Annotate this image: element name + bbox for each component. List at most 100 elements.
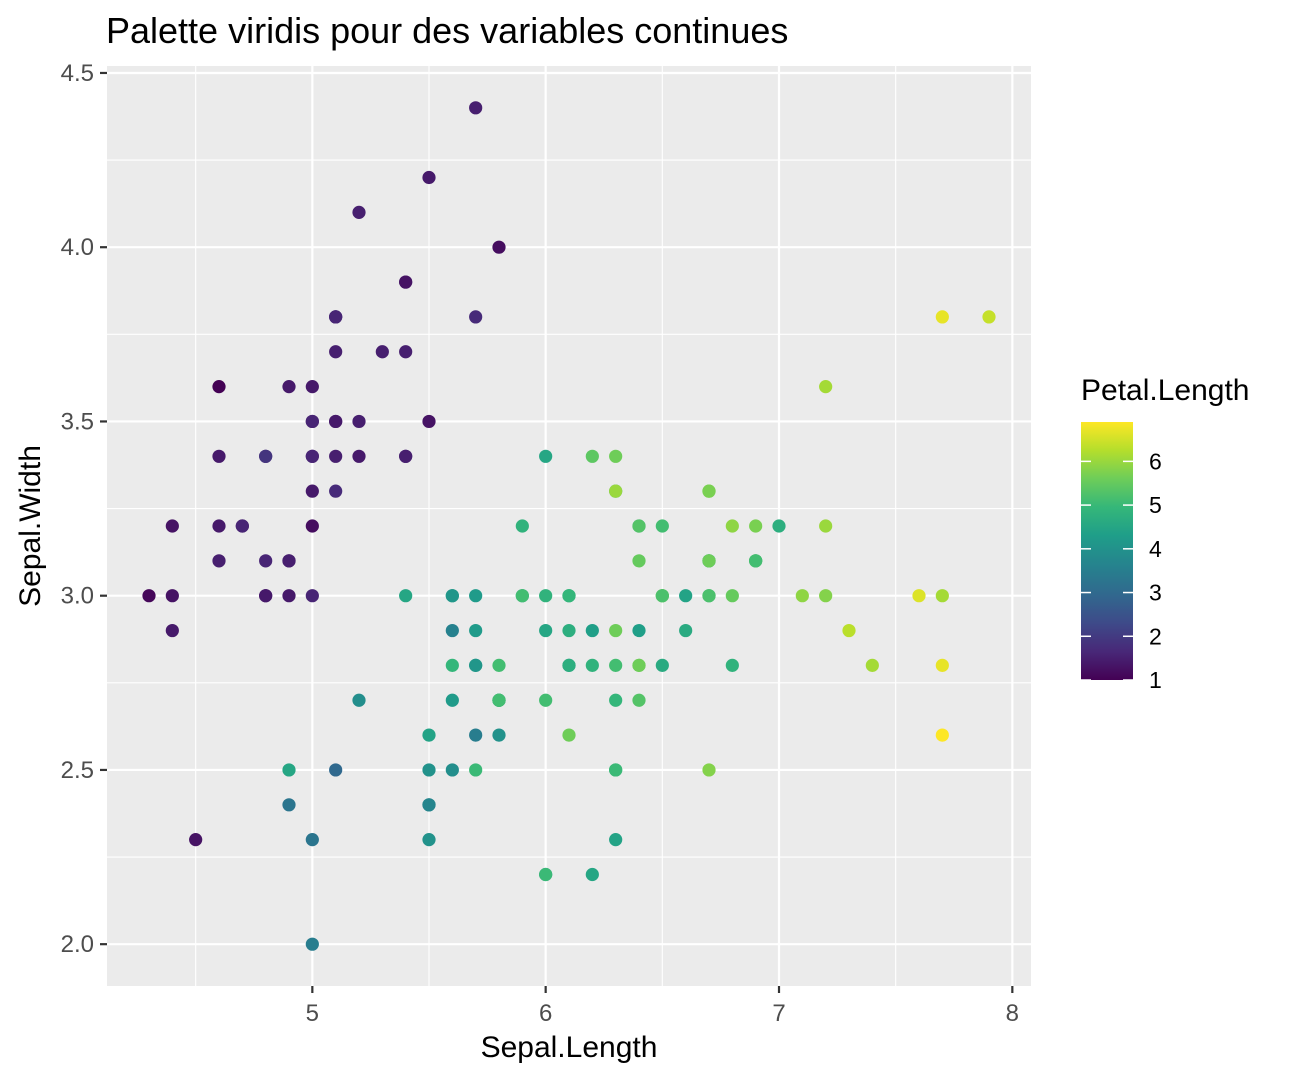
data-point [609, 658, 623, 672]
data-point [282, 798, 296, 812]
data-point [585, 623, 599, 638]
data-point [282, 554, 296, 568]
plot-panel [107, 66, 1031, 986]
data-point [329, 763, 343, 777]
data-point [142, 589, 156, 603]
data-point [165, 519, 179, 533]
data-point [539, 623, 553, 638]
data-point [515, 519, 529, 533]
data-point [492, 693, 506, 707]
data-point [212, 380, 226, 394]
data-point [562, 589, 576, 603]
data-point [539, 589, 553, 603]
data-point [259, 554, 273, 568]
data-point [282, 763, 296, 777]
data-point [282, 589, 296, 603]
data-point [469, 310, 483, 324]
y-tick-label: 4.5 [61, 60, 94, 87]
y-axis-title: Sepal.Width [14, 445, 47, 607]
data-point [609, 833, 623, 847]
data-points [142, 101, 996, 951]
data-point [305, 484, 319, 498]
data-point [329, 449, 343, 463]
data-point [305, 589, 319, 603]
color-legend: Petal.Length 1 2 3 4 5 6 [1081, 374, 1249, 693]
legend-tick-label: 4 [1149, 536, 1162, 562]
data-point [702, 763, 716, 777]
data-point [819, 519, 833, 533]
legend-tick-label: 2 [1149, 623, 1162, 649]
data-point [259, 589, 273, 603]
data-point [329, 484, 343, 498]
data-point [445, 693, 459, 707]
data-point [539, 693, 553, 707]
data-point [305, 519, 319, 533]
x-axis-title: Sepal.Length [481, 1031, 658, 1064]
data-point [329, 345, 343, 359]
y-tick-label: 2.5 [61, 757, 94, 784]
data-point [632, 623, 646, 638]
data-point [585, 867, 599, 882]
data-point [515, 589, 529, 603]
data-point [445, 658, 459, 672]
x-tick-label: 8 [1006, 1000, 1019, 1027]
data-point [305, 380, 319, 394]
data-point [422, 763, 436, 777]
data-point [562, 728, 576, 742]
data-point [165, 589, 179, 603]
data-point [702, 554, 716, 568]
y-tick-label: 3.5 [61, 408, 94, 435]
data-point [469, 728, 483, 742]
data-point [422, 414, 436, 429]
legend-tick-label: 5 [1149, 492, 1162, 518]
data-point [585, 658, 599, 672]
data-point [679, 589, 693, 603]
data-point [329, 310, 343, 324]
data-point [562, 658, 576, 672]
data-point [725, 519, 739, 533]
data-point [422, 728, 436, 742]
data-point [702, 484, 716, 498]
data-point [445, 589, 459, 603]
data-point [632, 519, 646, 533]
data-point [935, 658, 949, 672]
data-point [399, 275, 413, 289]
data-point [422, 833, 436, 847]
data-point [469, 589, 483, 603]
data-point [935, 310, 949, 324]
x-tick-label: 7 [772, 1000, 785, 1027]
data-point [329, 414, 343, 429]
data-point [352, 414, 366, 429]
data-point [632, 554, 646, 568]
y-tick-label: 2.0 [61, 931, 94, 958]
data-point [795, 589, 809, 603]
data-point [609, 484, 623, 498]
data-point [632, 693, 646, 707]
data-point [609, 693, 623, 707]
data-point [399, 449, 413, 463]
data-point [282, 380, 296, 394]
y-axis: 2.0 2.5 3.0 3.5 4.0 4.5 [61, 60, 107, 958]
data-point [305, 449, 319, 463]
data-point [445, 763, 459, 777]
legend-tick-label: 1 [1149, 667, 1162, 693]
y-tick-label: 4.0 [61, 234, 94, 261]
data-point [609, 623, 623, 638]
data-point [375, 345, 389, 359]
chart-title: Palette viridis pour des variables conti… [106, 10, 788, 51]
data-point [352, 693, 366, 707]
data-point [842, 623, 856, 638]
data-point [935, 589, 949, 603]
data-point [352, 205, 366, 219]
data-point [422, 170, 436, 185]
data-point [819, 589, 833, 603]
data-point [539, 867, 553, 882]
data-point [749, 519, 763, 533]
data-point [212, 554, 226, 568]
data-point [189, 833, 203, 847]
data-point [725, 658, 739, 672]
data-point [655, 658, 669, 672]
legend-title: Petal.Length [1081, 374, 1249, 407]
data-point [165, 623, 179, 638]
